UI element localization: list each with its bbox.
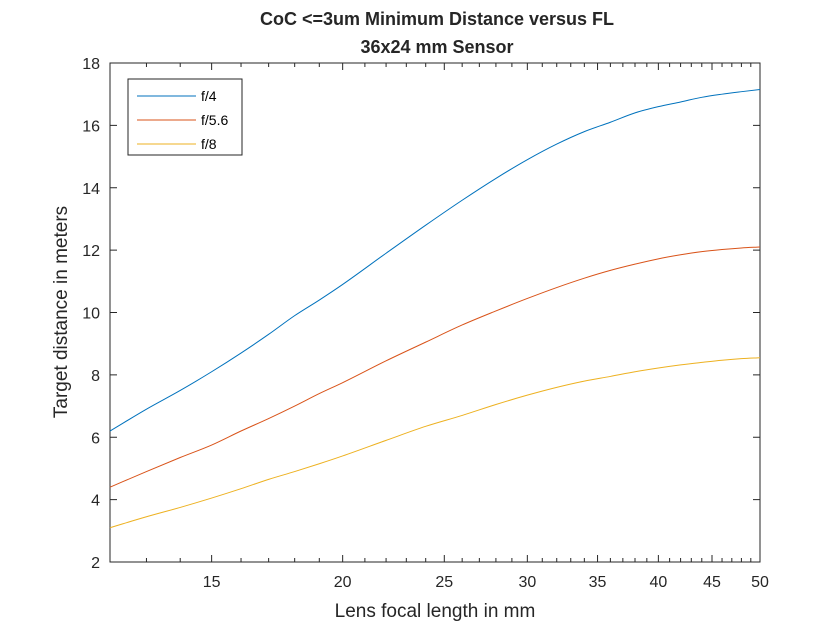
series-line-f-4 <box>109 89 761 432</box>
legend-label-f4: f/4 <box>201 88 217 104</box>
y-tick-label: 6 <box>91 430 100 447</box>
y-tick-label: 8 <box>91 368 100 385</box>
y-tick-label: 4 <box>91 493 100 510</box>
x-tick-label: 50 <box>751 574 769 591</box>
x-tick-label: 35 <box>589 574 607 591</box>
x-tick-label: 20 <box>334 574 352 591</box>
x-axis-label: Lens focal length in mm <box>335 601 536 622</box>
series-lines <box>109 89 761 529</box>
legend: f/4 f/5.6 f/8 <box>127 78 243 156</box>
x-tick-label: 25 <box>435 574 453 591</box>
chart-title-line-2: 36x24 mm Sensor <box>360 37 513 57</box>
legend-label-f5-6: f/5.6 <box>201 112 228 128</box>
y-tick-label: 14 <box>82 181 100 198</box>
y-tick-label: 10 <box>82 306 100 323</box>
x-tick-label: 30 <box>518 574 536 591</box>
series-line-f-8 <box>109 357 761 529</box>
x-tick-label: 45 <box>703 574 721 591</box>
x-tick-label: 40 <box>649 574 667 591</box>
legend-box <box>127 78 243 156</box>
y-tick-label: 18 <box>82 56 100 73</box>
y-tick-label: 12 <box>82 243 100 260</box>
y-tick-label: 2 <box>91 555 100 572</box>
axis-ticks: 2 4 6 8 10 12 14 16 18 15 20 25 30 35 40 45 50 <box>82 56 769 591</box>
chart-title-line-1: CoC <=3um Minimum Distance versus FL <box>260 9 614 29</box>
series-line-f-5-6 <box>109 246 761 488</box>
y-tick-label: 16 <box>82 118 100 135</box>
y-axis-label: Target distance in meters <box>51 206 72 418</box>
legend-label-f8: f/8 <box>201 136 217 152</box>
x-tick-label: 15 <box>203 574 221 591</box>
